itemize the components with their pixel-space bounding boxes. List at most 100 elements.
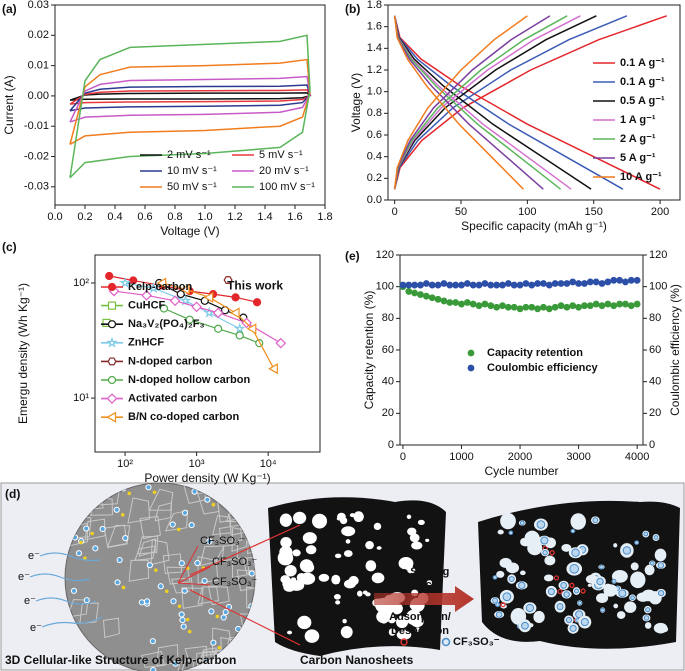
x-axis-label: Power density (W Kg⁻¹) [144,471,270,485]
ion [188,521,195,529]
ion [248,570,255,577]
x-tick-label: 10³ [189,458,205,470]
arrow-label: Adsorption/ [389,611,451,623]
legend-label: 0.1 A g⁻¹ [620,76,665,88]
marker [475,281,483,289]
marker [581,302,588,310]
ion [540,536,549,545]
zn-ion [500,601,506,608]
y-axis-label: Capacity retention (%) [362,291,376,410]
legend-label: 0.1 A g⁻¹ [620,57,665,69]
marker [627,276,635,284]
ion [570,528,576,534]
hole [365,560,377,572]
electron-path [29,573,91,582]
electron [215,614,220,619]
ion [138,599,145,606]
marker [106,411,117,423]
marker [610,276,618,284]
hole [407,567,416,574]
y-tick-label: 0.00 [28,90,49,102]
marker [107,320,117,329]
marker [569,302,577,310]
y-tick-label: 0.03 [28,0,49,11]
ion [220,614,227,621]
marker [592,300,600,308]
marker [522,303,530,311]
ion [208,608,215,615]
series-line [69,84,311,112]
hole [415,627,421,632]
cell-wall [245,586,255,609]
ion [521,621,529,630]
y-axis-label: Current (A) [2,75,16,134]
marker [169,295,181,307]
annotation: This work [227,278,283,292]
y-tick-label: 1.4 [367,42,382,54]
hole [630,571,646,589]
marker [604,278,612,286]
cell-wall [171,577,194,594]
marker [452,281,460,289]
marker [411,289,419,297]
cell-wall [84,518,106,541]
ion [556,603,564,611]
marker [159,304,169,313]
ion [630,595,635,601]
ion [83,597,90,604]
y-tick-label: 80 [382,312,394,324]
marker [586,278,594,286]
marker [214,324,223,333]
hole [411,541,423,550]
hole [499,557,512,569]
hole [280,536,292,548]
hole [277,550,294,566]
electron-path [35,597,97,605]
ion [592,517,599,524]
marker [551,303,559,311]
y2-tick-label: 0 [649,439,655,451]
ion [645,607,651,613]
ion [525,603,534,613]
marker [422,280,430,287]
hole [426,580,433,586]
ion [508,530,514,536]
marker [229,307,240,319]
marker [586,302,594,310]
marker [504,303,512,311]
marker [463,299,471,306]
marker [417,281,424,289]
marker [487,281,495,289]
ion [575,610,584,619]
marker [540,280,547,287]
ion [649,560,655,566]
marker [467,364,475,372]
marker [467,349,475,357]
legend-label: CF₃SO₃⁻ [453,636,500,648]
anion-icon [441,637,451,647]
marker [575,280,582,287]
legend-label: 100 mV s⁻¹ [259,181,315,193]
ion [181,509,189,516]
series-line [69,89,312,105]
ion [502,592,512,602]
panel-label: (e) [345,249,360,263]
marker [141,290,152,301]
zoom-line [189,589,301,646]
ion [618,589,627,598]
anion-label: CF₃SO₃⁻ [212,576,258,588]
marker [179,294,192,306]
hole [398,557,414,570]
electron-path [39,552,101,562]
marker [616,276,623,284]
ion [571,548,580,557]
hole [630,562,639,571]
hole [587,583,592,587]
electron-label: e⁻ [24,595,36,607]
ion [169,521,176,528]
ion [622,546,632,555]
anion-label: CF₃SO₃⁻ [200,535,246,547]
hole [497,529,504,535]
ion [201,577,208,584]
y-tick-label: 100 [376,281,394,293]
